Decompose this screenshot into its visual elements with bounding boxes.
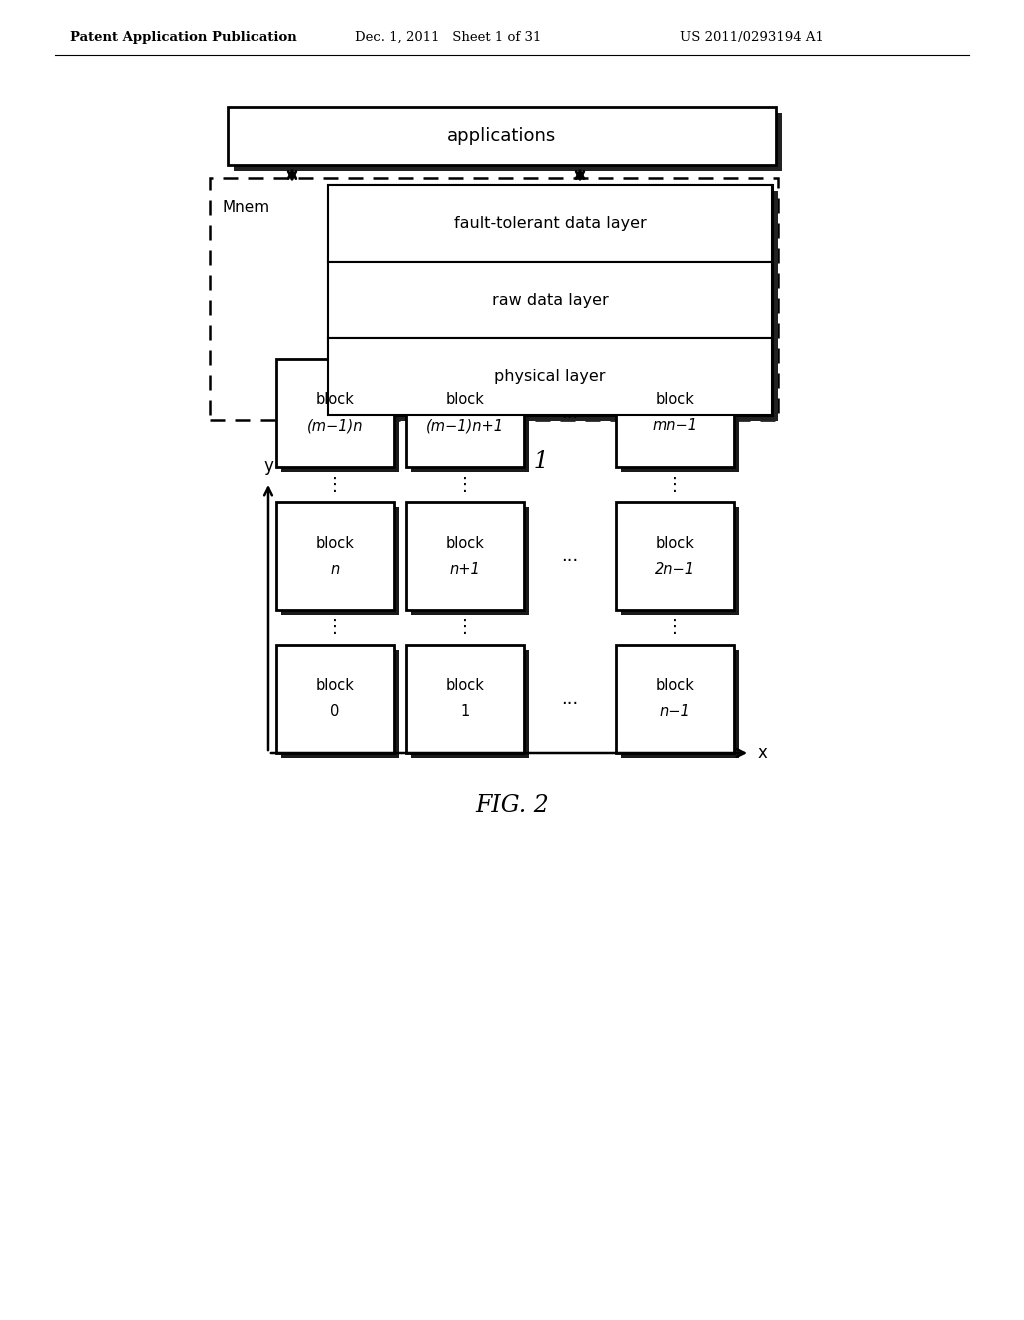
Bar	[281, 649, 399, 758]
Text: block: block	[445, 678, 484, 693]
Bar	[621, 507, 739, 615]
Text: applications: applications	[447, 127, 557, 145]
Bar	[406, 359, 524, 467]
Bar	[411, 649, 529, 758]
Text: block: block	[655, 678, 694, 693]
Bar	[406, 645, 524, 752]
Bar	[411, 507, 529, 615]
Text: ⋮: ⋮	[666, 619, 684, 636]
Text: x: x	[758, 744, 768, 762]
Text: (m−1)n: (m−1)n	[307, 418, 364, 433]
Text: US 2011/0293194 A1: US 2011/0293194 A1	[680, 30, 824, 44]
Bar	[228, 107, 776, 165]
Bar	[616, 645, 734, 752]
Text: 0: 0	[331, 705, 340, 719]
Text: Patent Application Publication: Patent Application Publication	[70, 30, 297, 44]
Text: fault-tolerant data layer: fault-tolerant data layer	[454, 216, 646, 231]
Text: ⋮: ⋮	[666, 475, 684, 494]
Text: mn−1: mn−1	[652, 418, 697, 433]
Bar	[210, 178, 778, 420]
Bar	[621, 649, 739, 758]
Text: Mnem: Mnem	[222, 201, 269, 215]
Text: 2n−1: 2n−1	[655, 561, 695, 577]
Bar	[328, 185, 772, 414]
Bar	[276, 645, 394, 752]
Text: FIG. 2: FIG. 2	[475, 793, 549, 817]
Bar	[616, 502, 734, 610]
Text: block: block	[315, 678, 354, 693]
Text: FIG. 1: FIG. 1	[475, 450, 549, 474]
Text: ...: ...	[561, 546, 579, 565]
Bar	[406, 502, 524, 610]
Bar	[281, 507, 399, 615]
Text: ⋮: ⋮	[456, 619, 474, 636]
Bar	[234, 114, 782, 172]
Bar	[411, 364, 529, 473]
Text: physical layer: physical layer	[495, 370, 606, 384]
Text: n+1: n+1	[450, 561, 480, 577]
Text: raw data layer: raw data layer	[492, 293, 608, 308]
Text: ⋮: ⋮	[456, 475, 474, 494]
Text: ⋮: ⋮	[326, 619, 344, 636]
Text: block: block	[655, 536, 694, 550]
Text: block: block	[315, 536, 354, 550]
Text: 1: 1	[461, 705, 470, 719]
Bar	[621, 364, 739, 473]
Bar	[328, 185, 772, 261]
Text: ⋮: ⋮	[326, 475, 344, 494]
Bar	[276, 359, 394, 467]
Text: ...: ...	[561, 404, 579, 422]
Text: Dec. 1, 2011   Sheet 1 of 31: Dec. 1, 2011 Sheet 1 of 31	[355, 30, 542, 44]
Bar	[328, 338, 772, 414]
Bar	[616, 359, 734, 467]
Text: block: block	[445, 392, 484, 408]
Text: ...: ...	[561, 690, 579, 708]
Text: block: block	[315, 392, 354, 408]
Text: block: block	[655, 392, 694, 408]
Bar	[281, 364, 399, 473]
Text: y: y	[263, 457, 273, 475]
Bar	[334, 191, 778, 421]
Bar	[328, 261, 772, 338]
Text: (m−1)n+1: (m−1)n+1	[426, 418, 504, 433]
Text: block: block	[445, 536, 484, 550]
Bar	[276, 502, 394, 610]
Text: n: n	[331, 561, 340, 577]
Text: n−1: n−1	[659, 705, 690, 719]
